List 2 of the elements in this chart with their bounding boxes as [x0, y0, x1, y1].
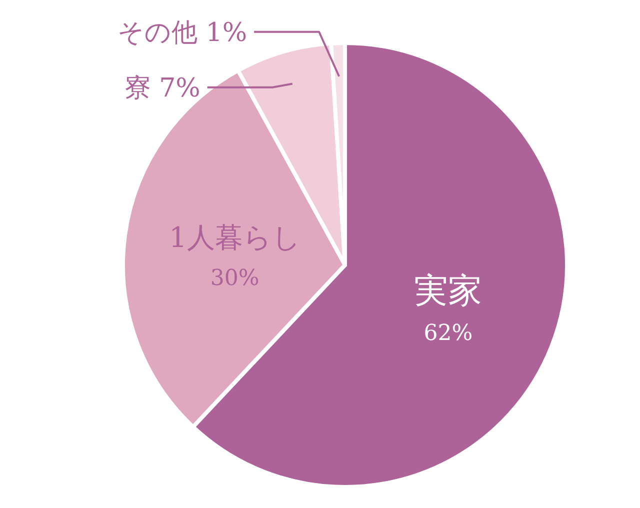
slice-label: その他 1%: [118, 18, 248, 48]
slice-label: 寮 7%: [124, 73, 200, 104]
